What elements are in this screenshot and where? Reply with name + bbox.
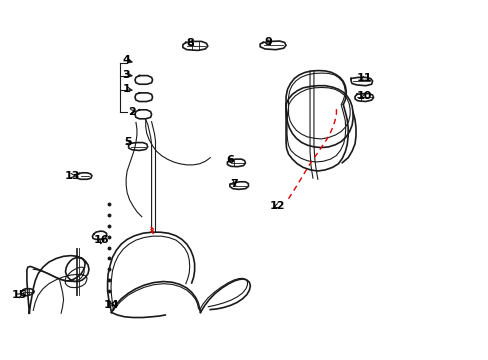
Text: 15: 15 (12, 290, 27, 300)
Text: 3: 3 (122, 70, 130, 80)
Text: 14: 14 (103, 300, 119, 310)
Text: 4: 4 (122, 55, 130, 66)
Text: 10: 10 (356, 91, 371, 102)
Text: 8: 8 (186, 38, 194, 48)
Text: 2: 2 (128, 107, 136, 117)
Text: 16: 16 (94, 235, 109, 246)
Text: 1: 1 (122, 84, 130, 94)
Text: 11: 11 (356, 73, 371, 84)
Text: 7: 7 (229, 179, 237, 189)
Text: 12: 12 (269, 201, 285, 211)
Text: 5: 5 (124, 137, 132, 147)
Text: 6: 6 (225, 155, 233, 165)
Text: 13: 13 (64, 171, 80, 181)
Text: 9: 9 (264, 37, 271, 48)
